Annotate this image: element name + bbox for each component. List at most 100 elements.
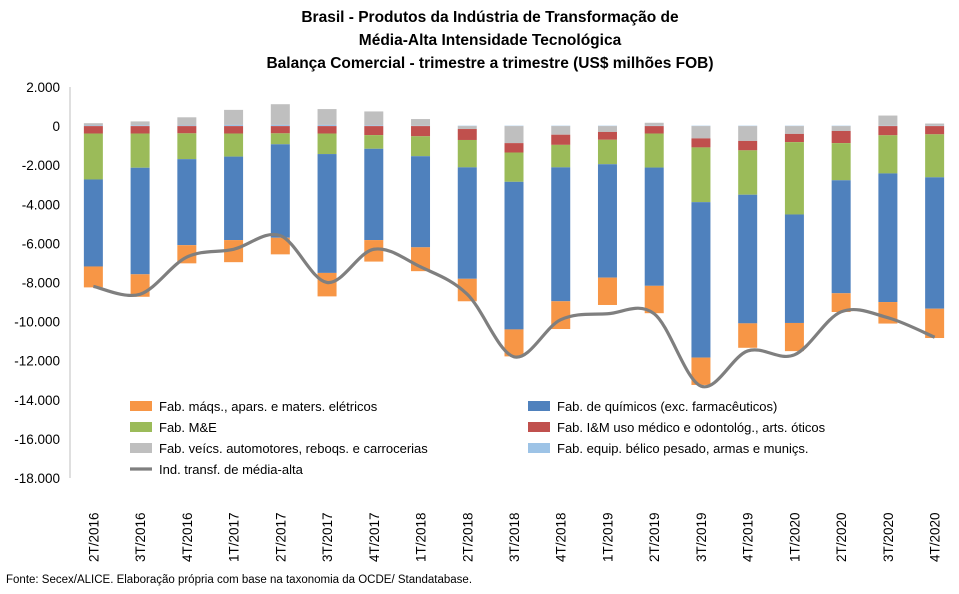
bar-segment: [317, 154, 337, 273]
y-tick-label: -4.000: [22, 197, 60, 212]
x-tick-label: 2T/2016: [86, 512, 101, 562]
chart-title: Brasil - Produtos da Indústria de Transf…: [0, 6, 959, 75]
bar-segment: [691, 125, 711, 127]
legend-label: Fab. de químicos (exc. farmacêuticos): [557, 399, 777, 414]
y-tick-label: -14.000: [14, 393, 60, 408]
x-tick-label: 4T/2016: [180, 512, 195, 562]
bar-segment: [597, 277, 617, 305]
bar-segment: [551, 126, 571, 135]
bar-segment: [691, 147, 711, 203]
bar-segment: [644, 122, 664, 126]
legend-swatch: [130, 443, 152, 453]
series-line: [92, 232, 936, 389]
line-layer: [92, 232, 936, 389]
bar-segment: [691, 138, 711, 148]
bar-segment: [224, 126, 244, 134]
bar-segment: [83, 266, 103, 288]
legend-swatch: [130, 422, 152, 432]
x-tick-label: 1T/2019: [600, 512, 615, 562]
legend-label: Fab. equip. bélico pesado, armas e muniç…: [557, 441, 808, 456]
y-tick-label: -2.000: [22, 158, 60, 173]
x-tick-label: 1T/2020: [787, 512, 802, 562]
x-tick-label: 2T/2018: [460, 512, 475, 562]
legend-label: Fab. máqs., apars. e maters. elétricos: [159, 399, 378, 414]
bar-segment: [457, 129, 477, 140]
bar-segment: [597, 139, 617, 165]
bar-segment: [504, 181, 524, 330]
bar-segment: [504, 125, 524, 127]
bar-segment: [738, 126, 758, 141]
bar-segment: [504, 329, 524, 357]
bar-segment: [270, 124, 290, 127]
bar-segment: [925, 134, 945, 178]
bar-segment: [177, 117, 197, 126]
x-tick-label: 4T/2017: [367, 512, 382, 562]
bar-segment: [504, 152, 524, 182]
bar-segment: [364, 126, 384, 136]
bar-segment: [784, 322, 804, 352]
bar-segment: [130, 133, 150, 168]
bar-segment: [644, 125, 664, 127]
bar-segment: [317, 272, 337, 297]
bar-segment: [597, 126, 617, 132]
y-tick-label: -18.000: [14, 471, 60, 486]
bar-segment: [738, 323, 758, 348]
x-tick-label: 4T/2020: [928, 512, 943, 562]
legend-swatch: [528, 401, 550, 411]
bar-segment: [224, 240, 244, 263]
bar-segment: [925, 123, 945, 126]
bar-segment: [177, 126, 197, 134]
x-tick-label: 4T/2018: [554, 512, 569, 562]
x-tick-label: 3T/2016: [133, 512, 148, 562]
bar-segment: [411, 156, 431, 248]
bar-segment: [364, 111, 384, 126]
bar-segment: [551, 125, 571, 127]
x-axis: 2T/2016 3T/2016 4T/2016 1T/2017 2T/2017 3T/20…: [86, 512, 942, 562]
bar-segment: [644, 167, 664, 286]
bar-segment: [831, 143, 851, 181]
bar-segment: [691, 126, 711, 139]
bar-segment: [504, 143, 524, 153]
bar-segment: [925, 177, 945, 309]
x-tick-label: 1T/2017: [227, 512, 242, 562]
y-axis: 2.000 0 -2.000 -4.000 -6.000 -8.000 -10.000 -12…: [14, 80, 71, 486]
bar-segment: [831, 126, 851, 131]
bar-segment: [878, 126, 898, 136]
bar-segment: [411, 119, 431, 126]
x-tick-label: 2T/2020: [834, 512, 849, 562]
y-tick-label: -8.000: [22, 276, 60, 291]
y-tick-label: 2.000: [26, 80, 60, 95]
bar-segment: [224, 133, 244, 157]
bar-segment: [270, 144, 290, 238]
bar-segment: [925, 126, 945, 135]
bar-segment: [130, 167, 150, 275]
bar-segment: [738, 194, 758, 324]
chart-title-line-3: Balança Comercial - trimestre a trimestr…: [266, 55, 714, 72]
y-tick-label: -6.000: [22, 236, 60, 251]
bar-segment: [597, 164, 617, 278]
bar-segment: [878, 115, 898, 126]
bar-segment: [224, 109, 244, 125]
bar-segment: [364, 148, 384, 241]
y-tick-label: -16.000: [14, 432, 60, 447]
bar-segment: [691, 357, 711, 385]
y-tick-label: -12.000: [14, 354, 60, 369]
bar-segment: [83, 133, 103, 180]
bar-segment: [224, 124, 244, 127]
x-tick-label: 2T/2019: [647, 512, 662, 562]
bar-segment: [130, 126, 150, 134]
bar-segment: [411, 125, 431, 127]
bar-segment: [364, 125, 384, 127]
bar-segment: [738, 125, 758, 127]
bar-segment: [83, 125, 103, 127]
bar-segment: [551, 144, 571, 168]
x-tick-label: 1T/2018: [414, 512, 429, 562]
bar-segment: [644, 133, 664, 168]
bar-segment: [784, 133, 804, 143]
source-note: Fonte: Secex/ALICE. Elaboração própria c…: [6, 574, 473, 586]
x-tick-label: 3T/2020: [881, 512, 896, 562]
bar-segment: [597, 131, 617, 140]
bar-segment: [784, 126, 804, 134]
bars-layer: [83, 104, 945, 385]
